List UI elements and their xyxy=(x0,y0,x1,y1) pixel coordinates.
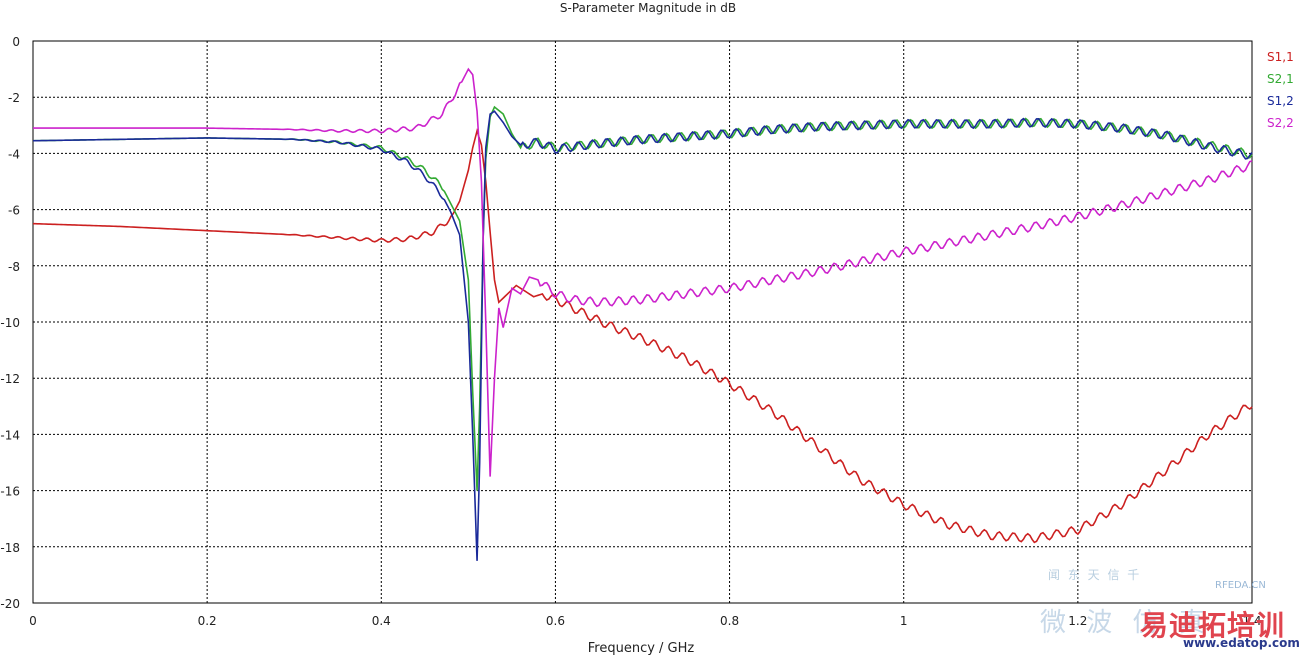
y-tick-label: 0 xyxy=(12,35,20,49)
y-tick-labels: 0 -2 -4 -6 -8 -10 -12 -14 -16 -18 -20 xyxy=(0,35,20,611)
y-tick-label: -4 xyxy=(8,147,20,161)
series-line-S2-1 xyxy=(32,105,1253,491)
watermark-line-3: 微 波 仿 真 xyxy=(1040,608,1211,638)
x-tick-label: 0.4 xyxy=(372,614,391,628)
grid-layer xyxy=(33,41,1252,603)
y-tick-label: -2 xyxy=(8,91,20,105)
series-layer xyxy=(32,67,1253,561)
series-line-S1-2 xyxy=(32,110,1253,561)
y-tick-label: -12 xyxy=(0,372,20,386)
y-tick-label: -16 xyxy=(0,485,20,499)
legend: S1,1 S2,1 S1,2 S2,2 xyxy=(1267,50,1294,130)
y-tick-label: -20 xyxy=(0,597,20,611)
watermark-line-4: 易迪拓培训 xyxy=(1140,609,1286,642)
series-line-S1-1 xyxy=(32,127,1253,544)
legend-entry: S2,1 xyxy=(1267,72,1294,86)
y-tick-label: -8 xyxy=(8,260,20,274)
watermark-line-2: RFEDA.CN xyxy=(1215,580,1266,591)
legend-entry: S1,1 xyxy=(1267,50,1294,64)
y-tick-label: -18 xyxy=(0,541,20,555)
watermark-line-5: www.edatop.com xyxy=(1183,636,1300,650)
y-tick-label: -6 xyxy=(8,204,20,218)
x-tick-labels: 0 0.2 0.4 0.6 0.8 1 1.2 1.4 xyxy=(29,614,1261,628)
x-axis-label: Frequency / GHz xyxy=(588,641,695,656)
x-tick-label: 1.2 xyxy=(1068,614,1087,628)
x-tick-label: 0.2 xyxy=(198,614,217,628)
series-line-S2-2 xyxy=(33,67,1253,477)
y-tick-label: -10 xyxy=(0,316,20,330)
x-tick-label: 0.8 xyxy=(720,614,739,628)
x-tick-label: 1.4 xyxy=(1242,614,1261,628)
legend-entry: S1,2 xyxy=(1267,94,1294,108)
y-tick-label: -14 xyxy=(0,428,20,442)
x-tick-label: 0.6 xyxy=(546,614,565,628)
plot-frame xyxy=(32,40,1253,604)
chart-title: S-Parameter Magnitude in dB xyxy=(560,1,736,15)
x-tick-label: 0 xyxy=(29,614,37,628)
legend-entry: S2,2 xyxy=(1267,116,1294,130)
watermark-line-1: 闻 东 天 信 千 xyxy=(1048,568,1142,582)
x-tick-label: 1 xyxy=(900,614,908,628)
